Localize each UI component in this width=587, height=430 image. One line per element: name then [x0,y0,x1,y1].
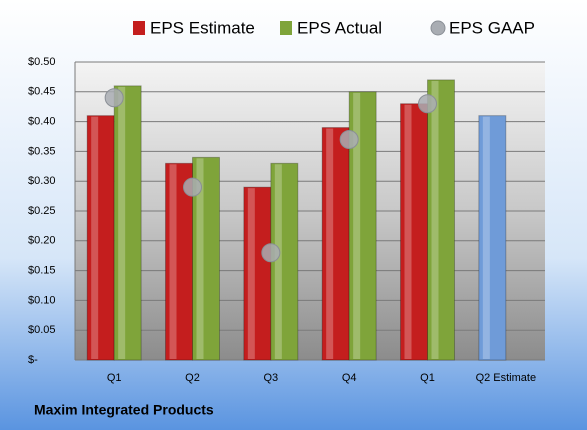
y-tick-label: $0.40 [28,116,56,128]
legend-label: EPS Estimate [150,18,255,37]
bar-shine [431,80,439,359]
footer: Maxim Integrated Products [34,402,214,418]
y-tick-label: $0.20 [28,235,56,247]
bar-shine [247,188,255,359]
bar [243,186,272,361]
gaap-marker [339,129,359,149]
legend-marker [133,21,145,35]
bar [113,85,142,361]
y-tick-label: $0.05 [28,324,56,336]
legend-label: EPS GAAP [449,18,535,37]
bar-shine [169,164,177,359]
bar-shine [404,104,412,359]
x-tick-label: Q2 [185,372,200,384]
y-tick-label: $0.30 [28,175,56,187]
gaap-marker [418,94,437,114]
gaap-marker [261,243,281,263]
x-tick-label: Q3 [263,372,278,384]
bar [321,127,350,361]
y-tick-label: $0.45 [28,86,56,98]
bar [165,162,193,361]
y-tick-label: $0.15 [28,265,56,277]
y-tick-label: $- [28,354,38,366]
y-tick-label: $0.10 [28,294,56,306]
bar-shine [118,86,126,359]
bar [427,79,455,361]
x-tick-label: Q1 [107,372,122,384]
legend-marker [280,21,292,35]
legend-label: EPS Actual [297,18,382,37]
legend-marker [430,20,446,36]
y-tick-label: $0.35 [28,145,56,157]
bar-shine [353,92,361,360]
y-tick-label: $0.50 [28,56,56,68]
gaap-marker [104,88,124,108]
bar-shine [274,164,282,359]
bar-shine [196,158,204,359]
bar [478,115,507,361]
x-tick-label: Q4 [342,372,357,384]
bar-shine [91,116,99,359]
gaap-marker [183,177,202,197]
bar-shine [326,128,334,359]
y-tick-label: $0.25 [28,205,56,217]
x-tick-label: Q2 Estimate [476,372,537,384]
bar-shine [482,116,490,359]
x-tick-label: Q1 [420,372,435,384]
